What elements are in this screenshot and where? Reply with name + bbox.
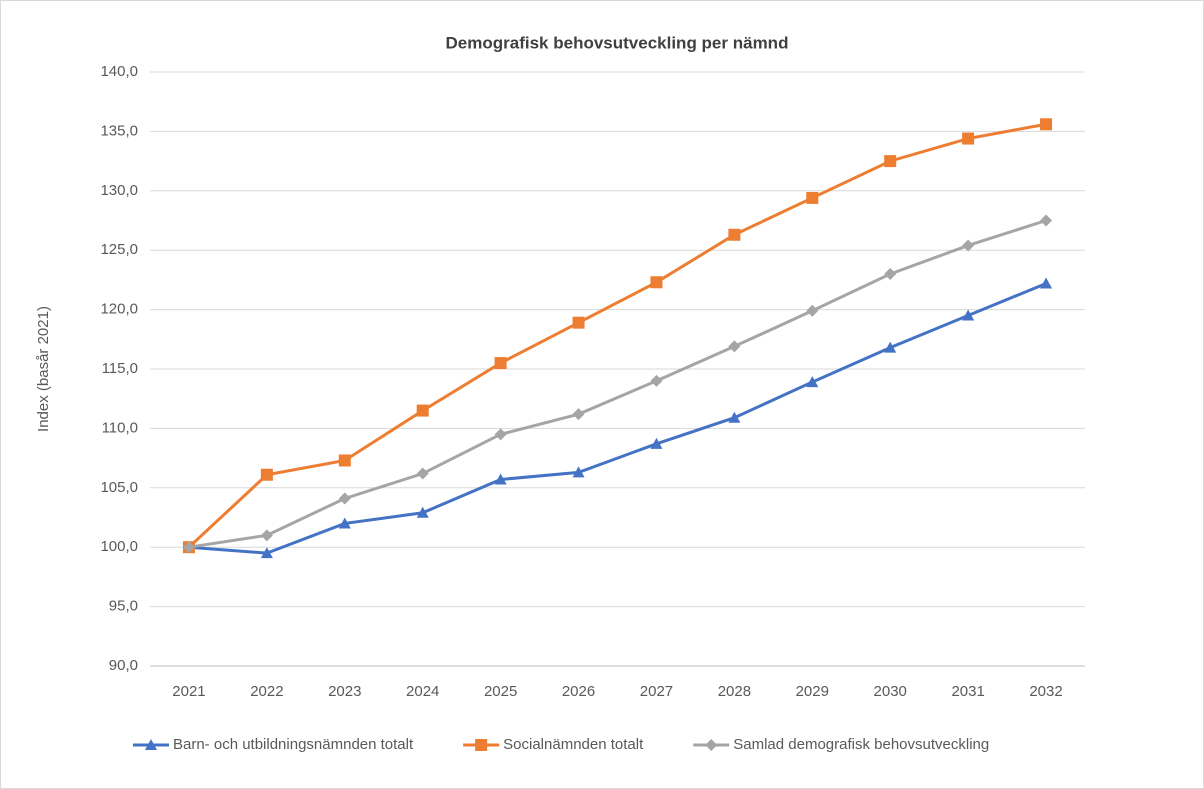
marker: [1040, 214, 1053, 227]
x-tick-label: 2032: [1029, 683, 1062, 700]
y-tick-label: 140,0: [100, 63, 138, 80]
marker: [260, 529, 273, 542]
x-tick-label: 2027: [640, 683, 673, 700]
y-tick-label: 100,0: [100, 538, 138, 555]
y-tick-label: 90,0: [109, 657, 138, 674]
marker: [728, 340, 741, 353]
marker: [260, 468, 273, 481]
x-tick-label: 2024: [406, 683, 439, 700]
x-tick-label: 2023: [328, 683, 361, 700]
marker: [416, 506, 429, 518]
marker: [145, 739, 157, 750]
marker: [572, 316, 585, 329]
marker: [182, 541, 195, 554]
marker: [494, 428, 507, 441]
marker: [1040, 118, 1053, 131]
marker: [494, 473, 507, 485]
marker: [806, 191, 819, 204]
marker: [416, 467, 429, 480]
marker: [494, 357, 507, 370]
marker: [338, 517, 351, 529]
x-tick-label: 2026: [562, 683, 595, 700]
chart-title: Demografisk behovsutveckling per nämnd: [446, 33, 789, 52]
marker: [572, 408, 585, 421]
marker: [884, 341, 897, 353]
marker: [650, 374, 663, 387]
marker: [260, 547, 273, 559]
marker: [572, 466, 585, 478]
marker: [705, 739, 718, 751]
marker: [962, 239, 975, 252]
marker: [806, 304, 819, 317]
marker: [475, 739, 488, 751]
series-line: [187, 122, 1047, 549]
y-tick-label: 110,0: [102, 419, 138, 436]
marker: [806, 376, 819, 388]
x-tick-label: 2029: [796, 683, 829, 700]
y-tick-label: 135,0: [100, 122, 138, 139]
y-tick-label: 125,0: [100, 241, 138, 258]
marker: [728, 228, 741, 241]
x-tick-label: 2025: [484, 683, 517, 700]
marker: [416, 404, 429, 417]
marker: [962, 132, 975, 145]
y-tick-label: 130,0: [100, 182, 138, 199]
x-tick-label: 2031: [951, 683, 984, 700]
y-tick-label: 105,0: [100, 479, 138, 496]
series-line: [188, 219, 1047, 549]
marker: [884, 267, 897, 280]
y-axis-label: Index (basår 2021): [35, 306, 52, 432]
legend-label: Socialnämnden totalt: [503, 736, 644, 753]
series-line: [188, 282, 1047, 555]
x-tick-label: 2021: [172, 683, 205, 700]
marker: [962, 309, 975, 321]
legend-label: Barn- och utbildningsnämnden totalt: [173, 736, 414, 753]
marker: [650, 437, 663, 449]
marker: [1040, 277, 1053, 289]
marker: [728, 411, 741, 423]
y-tick-label: 115,0: [102, 360, 138, 377]
marker: [338, 454, 351, 467]
marker: [884, 155, 897, 168]
y-tick-label: 95,0: [109, 598, 138, 615]
marker: [650, 276, 663, 289]
y-tick-label: 120,0: [100, 301, 138, 318]
x-tick-label: 2028: [718, 683, 751, 700]
marker: [338, 492, 351, 505]
x-tick-label: 2030: [874, 683, 907, 700]
legend-label: Samlad demografisk behovsutveckling: [733, 736, 989, 753]
x-tick-label: 2022: [250, 683, 283, 700]
